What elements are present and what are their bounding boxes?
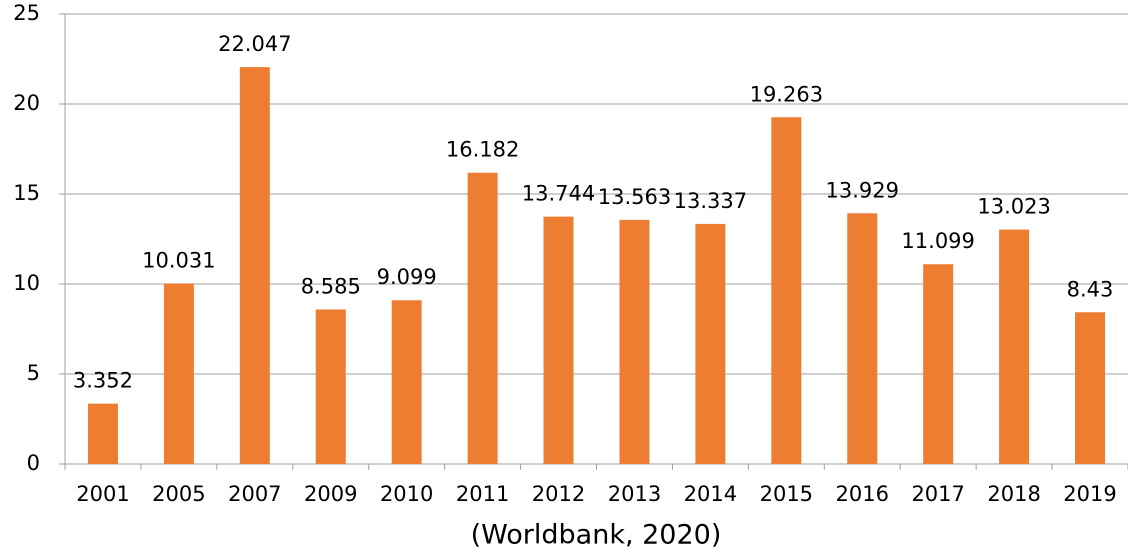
x-tick-label: 2013	[608, 482, 661, 506]
x-tick-label: 2011	[456, 482, 509, 506]
x-tick-label: 2009	[304, 482, 357, 506]
y-tick-label: 15	[13, 181, 40, 205]
x-tick-label: 2005	[152, 482, 205, 506]
data-label: 13.744	[522, 182, 595, 206]
data-label: 10.031	[142, 248, 215, 272]
data-label: 11.099	[901, 229, 974, 253]
data-label: 13.337	[674, 189, 747, 213]
bar	[239, 67, 270, 465]
x-tick-label: 2010	[380, 482, 433, 506]
bar	[619, 219, 650, 464]
x-tick-label: 2018	[987, 482, 1040, 506]
data-label: 13.023	[977, 195, 1050, 219]
data-label: 13.563	[598, 185, 671, 209]
x-axis-label: (Worldbank, 2020)	[471, 520, 722, 551]
x-tick-label: 2017	[911, 482, 964, 506]
data-label: 8.585	[301, 274, 361, 298]
y-tick-label: 0	[27, 451, 40, 475]
y-tick-label: 20	[13, 91, 40, 115]
x-tick-label: 2014	[684, 482, 737, 506]
bar	[1075, 312, 1106, 464]
bar	[923, 264, 954, 464]
bar	[467, 172, 498, 464]
y-tick-label: 10	[13, 271, 40, 295]
bar	[847, 213, 878, 464]
bar	[695, 223, 726, 464]
data-label: 19.263	[750, 82, 823, 106]
x-tick-label: 2001	[76, 482, 129, 506]
data-label: 16.182	[446, 138, 519, 162]
x-tick-label: 2019	[1063, 482, 1116, 506]
x-tick-label: 2016	[836, 482, 889, 506]
y-tick-label: 5	[27, 361, 40, 385]
bar	[543, 216, 574, 464]
x-tick-label: 2012	[532, 482, 585, 506]
data-label: 9.099	[377, 265, 437, 289]
x-tick-label: 2015	[760, 482, 813, 506]
data-label: 3.352	[73, 369, 133, 393]
bar	[87, 403, 118, 464]
data-label: 8.43	[1067, 277, 1114, 301]
y-tick-label: 25	[13, 1, 40, 25]
bar	[391, 300, 422, 464]
bar	[315, 309, 346, 464]
x-tick-label: 2007	[228, 482, 281, 506]
data-label: 22.047	[218, 32, 291, 56]
bar	[771, 117, 802, 465]
bar	[999, 229, 1030, 464]
data-label: 13.929	[826, 178, 899, 202]
bar	[163, 283, 194, 464]
